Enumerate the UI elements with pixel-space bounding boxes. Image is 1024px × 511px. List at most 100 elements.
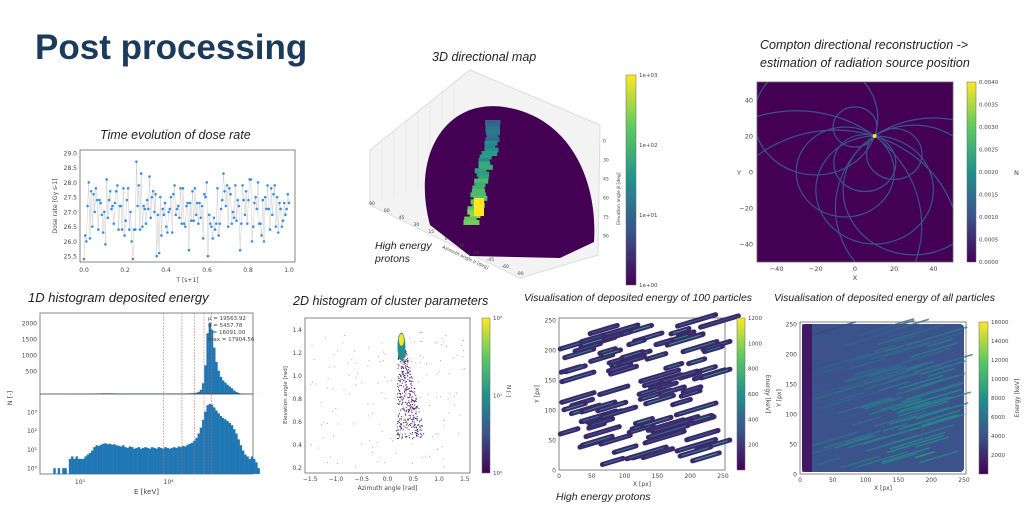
hist1d-log-bar bbox=[199, 427, 203, 474]
hist1d-log-bar bbox=[111, 444, 114, 474]
dose-point bbox=[158, 195, 162, 199]
energyall-track bbox=[915, 331, 964, 348]
hist2d-bin bbox=[397, 358, 399, 360]
hist1d-linear-bar bbox=[217, 370, 220, 394]
hist1d-log-bar bbox=[166, 447, 169, 474]
hist2d-bin bbox=[405, 360, 407, 362]
hist2d-bin bbox=[411, 391, 413, 393]
dose-point bbox=[138, 228, 142, 231]
hist2d-bin bbox=[448, 412, 450, 414]
hist1d-log-bar bbox=[146, 447, 149, 474]
hist2d-bin bbox=[396, 438, 398, 440]
hist2d-bin bbox=[417, 433, 419, 435]
energyall-plot-frame bbox=[799, 321, 967, 475]
hist2d-bin bbox=[406, 375, 408, 377]
dose-point bbox=[161, 207, 164, 211]
hist2d-bin bbox=[407, 418, 409, 420]
hist2d-bin bbox=[368, 347, 370, 349]
hist2d-bin bbox=[405, 388, 407, 390]
hist2d-bin bbox=[333, 436, 334, 438]
compton-chart: 40 20 0 −20 −40 −40 −20 0 20 40 X Y 0.0040 0.0035 0.00… bbox=[736, 80, 1019, 282]
energy100-track-core bbox=[566, 349, 592, 358]
hist2d-bin bbox=[397, 385, 399, 387]
hist2d-bin bbox=[414, 391, 416, 393]
hist2d-bin bbox=[394, 398, 396, 400]
hist2d-bin bbox=[414, 427, 416, 429]
energyall-x-tick: 150 bbox=[893, 477, 905, 484]
hist2d-bin bbox=[399, 390, 401, 392]
dose-point bbox=[287, 201, 291, 205]
hist2d-bin bbox=[337, 423, 339, 425]
hist2d-bin bbox=[402, 367, 404, 369]
energyall-track bbox=[845, 339, 898, 357]
hist2d-bin bbox=[404, 352, 406, 354]
hist2d-bin bbox=[461, 369, 463, 371]
hist2d-bin bbox=[405, 384, 407, 386]
energyall-track bbox=[874, 344, 897, 353]
hist1d-log-bar bbox=[255, 462, 258, 474]
energyall-y-tick: 50 bbox=[789, 442, 797, 449]
compton-colorbar bbox=[966, 81, 977, 263]
hist2d-bin bbox=[326, 462, 328, 464]
hist2d-bin bbox=[399, 396, 401, 398]
hist1d-log-bar bbox=[153, 447, 156, 474]
energyall-track bbox=[889, 438, 924, 450]
energyall-track bbox=[896, 396, 953, 415]
hist2d-bin bbox=[409, 390, 411, 392]
hist2d-bin bbox=[406, 389, 408, 391]
hist2d-bin bbox=[419, 420, 421, 422]
map3d-colorbar-tick: 1e+00 bbox=[639, 283, 658, 289]
hist2d-bin bbox=[407, 359, 409, 361]
dose-point bbox=[235, 219, 238, 223]
compton-ring bbox=[833, 133, 897, 193]
hist2d-bin bbox=[406, 403, 408, 405]
energyall-x-tick: 0 bbox=[798, 477, 802, 484]
hist2d-bin bbox=[397, 389, 399, 391]
dose-point bbox=[89, 189, 93, 193]
hist2d-bin bbox=[402, 361, 404, 363]
hist2d-bin bbox=[321, 424, 322, 426]
dose-point bbox=[256, 181, 260, 184]
energy100-track-core bbox=[654, 420, 689, 432]
hist2d-bin bbox=[401, 392, 403, 394]
energyall-colorbar-tick: 2000 bbox=[991, 453, 1005, 459]
energyall-track bbox=[836, 434, 876, 448]
hist2d-bin bbox=[415, 427, 417, 429]
dose-point bbox=[278, 201, 281, 205]
hist2d-bin bbox=[426, 374, 428, 376]
hist2d-bin bbox=[398, 434, 400, 436]
energyall-track bbox=[891, 396, 934, 411]
map3d-cell bbox=[471, 188, 486, 194]
hist2d-bin bbox=[425, 456, 426, 458]
hist2d-bin bbox=[446, 346, 448, 347]
energyall-track bbox=[820, 352, 871, 369]
dose-point bbox=[95, 198, 99, 202]
compton-ring bbox=[834, 117, 953, 262]
hist1d-log-bar bbox=[117, 445, 121, 474]
hist2d-bin bbox=[406, 380, 408, 382]
hist2d-bin bbox=[396, 433, 398, 435]
dose-point bbox=[154, 192, 157, 196]
hist1d-log-bar bbox=[113, 444, 116, 474]
energyall-track bbox=[901, 406, 950, 423]
map3d-cell bbox=[478, 175, 489, 181]
energyall-track bbox=[915, 436, 950, 448]
dose-point bbox=[207, 213, 211, 217]
energy100-track-core bbox=[642, 370, 677, 382]
hist1d-linear-bar bbox=[230, 388, 234, 394]
dose-point bbox=[228, 187, 231, 190]
hist2d-bin bbox=[322, 437, 324, 439]
dose-point bbox=[224, 204, 228, 208]
energyall-track bbox=[868, 398, 922, 416]
hist2d-bin bbox=[411, 386, 413, 388]
energyall-track bbox=[924, 431, 946, 440]
hist2d-bin bbox=[411, 376, 413, 378]
energyall-track bbox=[882, 422, 908, 432]
hist2d-bin bbox=[401, 437, 403, 439]
dose-point bbox=[247, 198, 250, 202]
dose-point bbox=[125, 198, 129, 202]
energy100-track-core bbox=[637, 418, 651, 424]
hist2d-bin bbox=[315, 383, 316, 385]
dose-point bbox=[195, 201, 199, 205]
